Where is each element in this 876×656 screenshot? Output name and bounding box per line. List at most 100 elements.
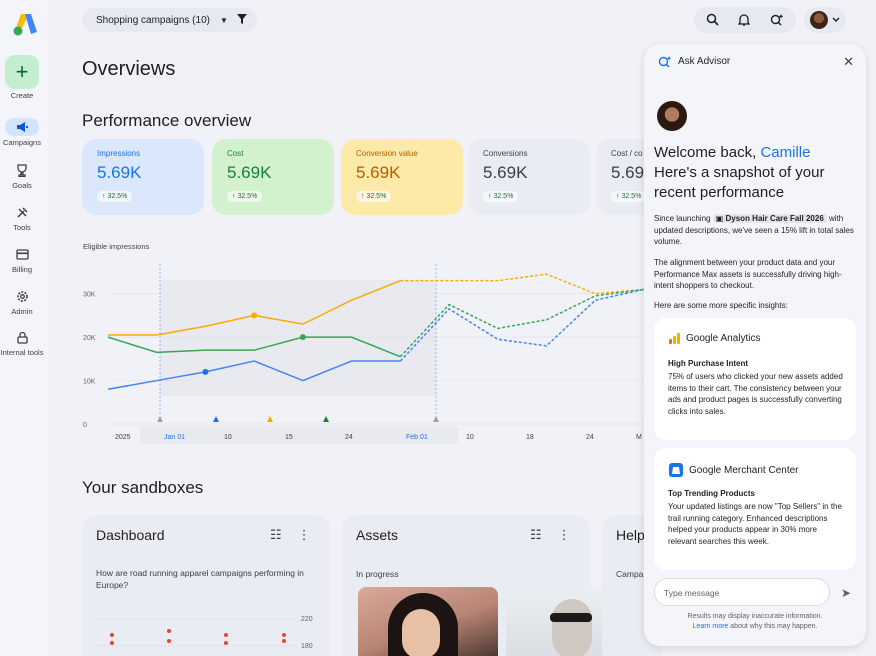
metric-change-badge: ↑ 32.5%: [483, 191, 519, 202]
insight-body: Your updated listings are now "Top Selle…: [668, 502, 842, 546]
create-label: Create: [10, 91, 34, 100]
dashboard-point: [167, 629, 171, 633]
dashboard-point: [282, 633, 286, 637]
message-input[interactable]: Type message: [654, 578, 830, 606]
goals-icon: [0, 161, 44, 179]
metric-label: Impressions: [97, 149, 141, 158]
series-line: [107, 360, 401, 390]
nav-item-goals[interactable]: Goals: [0, 161, 44, 190]
welcome-text: Welcome back,: [654, 144, 757, 161]
metric-change-badge: ↑ 32.5%: [97, 191, 133, 202]
dashboard-point: [110, 641, 114, 645]
advisor-icon[interactable]: [770, 13, 784, 26]
dashboard-mini-chart: 220 180: [96, 616, 313, 650]
dashboard-y-tick-180: 180: [301, 643, 313, 650]
nav-item-internal-tools[interactable]: Internal tools: [0, 328, 44, 357]
y-tick-label: 20K: [83, 335, 96, 342]
advisor-headline: Here's a snapshot of your recent perform…: [654, 164, 825, 201]
metric-label: Cost / co: [611, 149, 643, 158]
help-subtitle: Campa: [616, 569, 644, 579]
metric-value: 5.69K: [227, 163, 272, 182]
top-actions-group: [694, 7, 796, 33]
chevron-down-icon: ▼: [219, 15, 228, 25]
close-icon[interactable]: ✕: [843, 54, 854, 69]
insight-source: Google Analytics: [668, 332, 761, 345]
metric-label: Conversions: [483, 149, 528, 158]
advisor-panel: Ask Advisor ✕ Welcome back, Camille Here…: [644, 44, 866, 646]
dashboard-question: How are road running apparel campaigns p…: [96, 568, 304, 590]
metric-value: 5.69: [611, 163, 645, 182]
avatar: [810, 11, 828, 29]
create-button[interactable]: +: [5, 55, 39, 89]
series-forecast-line: [399, 288, 644, 358]
search-icon[interactable]: [706, 13, 719, 26]
learn-more-link[interactable]: Learn more: [692, 623, 729, 630]
filter-icon[interactable]: [236, 13, 248, 25]
campaign-selector[interactable]: Shopping campaigns (10) ▼: [82, 8, 257, 32]
billing-icon: [0, 245, 44, 263]
chevron-down-icon: [832, 17, 840, 22]
event-marker: [433, 416, 439, 422]
x-tick-label: 18: [526, 434, 534, 441]
insight-card-analytics[interactable]: Google Analytics High Purchase Intent 75…: [654, 318, 856, 440]
insight-card-merchant-center[interactable]: Google Merchant Center Top Trending Prod…: [654, 448, 856, 570]
event-marker: [157, 416, 163, 422]
add-insight-icon[interactable]: ☷: [270, 527, 282, 542]
metric-label: Cost: [227, 149, 244, 158]
sandboxes-title: Your sandboxes: [82, 478, 204, 497]
nav-item-billing[interactable]: Billing: [0, 245, 44, 274]
merchant-center-icon: [669, 463, 683, 477]
analytics-icon: [669, 333, 680, 344]
assets-status: In progress: [356, 569, 399, 579]
metric-label: Conversion value: [356, 149, 418, 158]
dashboard-point: [167, 639, 171, 643]
metric-value: 5.69K: [356, 163, 401, 182]
insight-source: Google Merchant Center: [668, 462, 799, 478]
series-line: [107, 336, 401, 358]
nav-item-campaigns[interactable]: Campaigns: [0, 118, 44, 147]
sandbox-card-dashboard[interactable]: Dashboard ☷ ⋮ How are road running appar…: [82, 515, 330, 656]
campaign-chip[interactable]: ▣ Dyson Hair Care Fall 2026: [712, 214, 827, 223]
dashboard-y-tick-220: 220: [301, 616, 313, 623]
event-marker: [213, 416, 219, 422]
x-tick-label: Feb 01: [406, 434, 428, 441]
page-title: Overviews: [82, 58, 176, 80]
notifications-icon[interactable]: [738, 13, 750, 26]
asset-image-sunglasses[interactable]: [506, 587, 606, 656]
more-options-icon[interactable]: ⋮: [557, 527, 571, 542]
y-tick-label: 30K: [83, 292, 96, 299]
nav-item-tools[interactable]: Tools: [0, 203, 44, 232]
dashboard-point: [224, 641, 228, 645]
add-asset-icon[interactable]: ☷: [530, 527, 542, 542]
data-point: [202, 368, 209, 375]
metric-card-conversion-value[interactable]: Conversion value 5.69K ↑ 32.5%: [341, 139, 463, 215]
account-menu[interactable]: [804, 7, 846, 33]
metric-card-impressions[interactable]: Impressions 5.69K ↑ 32.5%: [82, 139, 204, 215]
dashboard-point: [224, 633, 228, 637]
send-icon[interactable]: ➤: [841, 586, 852, 600]
y-tick-label: 10K: [83, 379, 96, 386]
more-options-icon[interactable]: ⋮: [297, 527, 311, 542]
metric-card-conversions[interactable]: Conversions 5.69K ↑ 32.5%: [468, 139, 590, 215]
metric-value: 5.69K: [483, 163, 528, 182]
performance-overview-title: Performance overview: [82, 111, 252, 130]
sandbox-card-assets[interactable]: Assets ☷ ⋮ In progress: [342, 515, 606, 656]
insight-title: High Purchase Intent: [668, 359, 749, 368]
data-point: [251, 312, 258, 319]
nav-item-admin[interactable]: Admin: [0, 287, 44, 316]
x-tick-label: M: [636, 434, 642, 441]
metric-change-badge: ↑ 32.5%: [611, 191, 647, 202]
event-marker: [267, 416, 273, 422]
admin-icon: [0, 287, 44, 305]
insight-title: Top Trending Products: [668, 489, 755, 498]
insight-body: 75% of users who clicked your new assets…: [668, 372, 843, 416]
advisor-intro: Since launching ▣ Dyson Hair Care Fall 2…: [654, 214, 854, 246]
metric-card-cost[interactable]: Cost 5.69K ↑ 32.5%: [212, 139, 334, 215]
tools-icon: [0, 203, 44, 221]
metric-value: 5.69K: [97, 163, 142, 182]
x-tick-label: 10: [224, 434, 232, 441]
x-tick-label: 24: [586, 434, 594, 441]
google-ads-logo[interactable]: [12, 12, 38, 36]
asset-image-portrait[interactable]: [358, 587, 498, 656]
nav-rail: + Create Campaigns Goals Tools Billing A…: [0, 0, 48, 656]
